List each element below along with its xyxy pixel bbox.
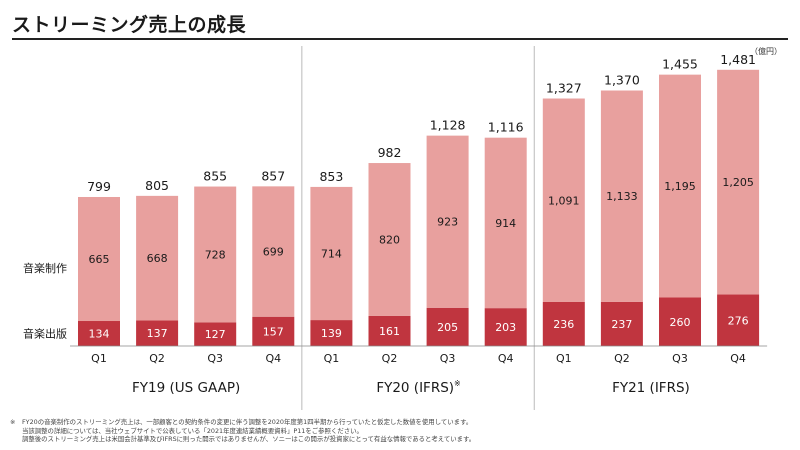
data-label-total: 799	[87, 179, 111, 194]
data-label-total: 805	[145, 178, 169, 193]
data-label-total: 1,116	[488, 120, 524, 135]
data-label-publishing: 236	[553, 318, 574, 331]
x-tick-label: Q2	[382, 352, 398, 365]
group-label-3: FY21 (IFRS)	[612, 380, 690, 396]
data-label-total: 1,128	[430, 118, 466, 133]
data-label-total: 857	[261, 168, 285, 183]
data-label-total: 1,455	[662, 57, 698, 72]
x-tick-label: Q1	[556, 352, 572, 365]
data-label-publishing: 203	[495, 321, 516, 334]
data-label-total: 1,327	[546, 81, 582, 96]
x-tick-label: Q3	[672, 352, 688, 365]
data-label-publishing: 127	[205, 328, 226, 341]
x-tick-label: Q3	[440, 352, 456, 365]
data-label-recorded-music: 668	[147, 252, 168, 265]
data-label-publishing: 237	[611, 318, 632, 331]
x-tick-label: Q2	[149, 352, 165, 365]
data-label-publishing: 276	[728, 314, 749, 327]
data-label-recorded-music: 714	[321, 247, 342, 260]
footnote-line-1: FY20の音楽制作のストリーミング売上は、一部顧客との契約条件の変更に伴う調整を…	[22, 418, 782, 427]
footnote: ※ FY20の音楽制作のストリーミング売上は、一部顧客との契約条件の変更に伴う調…	[22, 418, 782, 444]
data-label-publishing: 157	[263, 325, 284, 338]
series-label-recorded-music: 音楽制作	[23, 261, 67, 275]
data-label-publishing: 205	[437, 321, 458, 334]
data-label-recorded-music: 1,091	[548, 194, 580, 207]
data-label-recorded-music: 665	[89, 253, 110, 266]
x-tick-label: Q4	[730, 352, 746, 365]
x-tick-label: Q2	[614, 352, 630, 365]
group-label-footnote-mark: ※	[454, 379, 461, 388]
series-label-publishing: 音楽出版	[23, 327, 67, 341]
data-label-total: 853	[319, 169, 343, 184]
data-label-total: 1,481	[720, 52, 756, 67]
data-label-recorded-music: 728	[205, 248, 226, 261]
footnote-mark: ※	[10, 418, 15, 427]
data-label-publishing: 137	[147, 327, 168, 340]
data-label-recorded-music: 1,205	[722, 176, 754, 189]
data-label-recorded-music: 699	[263, 246, 284, 259]
group-label-2: FY20 (IFRS)※	[376, 379, 460, 396]
x-tick-label: Q1	[324, 352, 340, 365]
data-label-publishing: 139	[321, 327, 342, 340]
x-tick-label: Q4	[498, 352, 514, 365]
data-label-recorded-music: 914	[495, 217, 516, 230]
x-tick-label: Q1	[91, 352, 107, 365]
footnote-line-2: 当該調整の詳細については、当社ウェブサイトで公表している「2021年度連結業績概…	[22, 427, 782, 436]
footnote-line-3: 調整後のストリーミング売上は米国会計基準及びIFRSに則った開示ではありませんが…	[22, 435, 782, 444]
data-label-total: 1,370	[604, 72, 640, 87]
data-label-total: 982	[378, 145, 402, 160]
data-label-total: 855	[203, 169, 227, 184]
group-label-1: FY19 (US GAAP)	[132, 380, 240, 396]
x-tick-label: Q3	[207, 352, 223, 365]
data-label-publishing: 134	[89, 328, 110, 341]
data-label-publishing: 161	[379, 325, 400, 338]
stacked-bar-chart: 134 665 799 Q1 137 668 805 Q2 127 728 855 Q3 157 699 8…	[0, 0, 800, 415]
data-label-recorded-music: 1,195	[664, 180, 696, 193]
data-label-publishing: 260	[670, 316, 691, 329]
data-label-recorded-music: 923	[437, 216, 458, 229]
x-tick-label: Q4	[265, 352, 281, 365]
data-label-recorded-music: 820	[379, 234, 400, 247]
data-label-recorded-music: 1,133	[606, 190, 638, 203]
